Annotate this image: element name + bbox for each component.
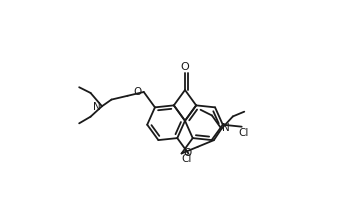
- Text: O: O: [184, 148, 192, 159]
- Text: O: O: [181, 62, 189, 72]
- Text: O: O: [134, 87, 142, 97]
- Text: N: N: [93, 102, 101, 112]
- Text: Cl: Cl: [181, 155, 192, 164]
- Text: N: N: [222, 123, 229, 133]
- Text: Cl: Cl: [239, 128, 249, 138]
